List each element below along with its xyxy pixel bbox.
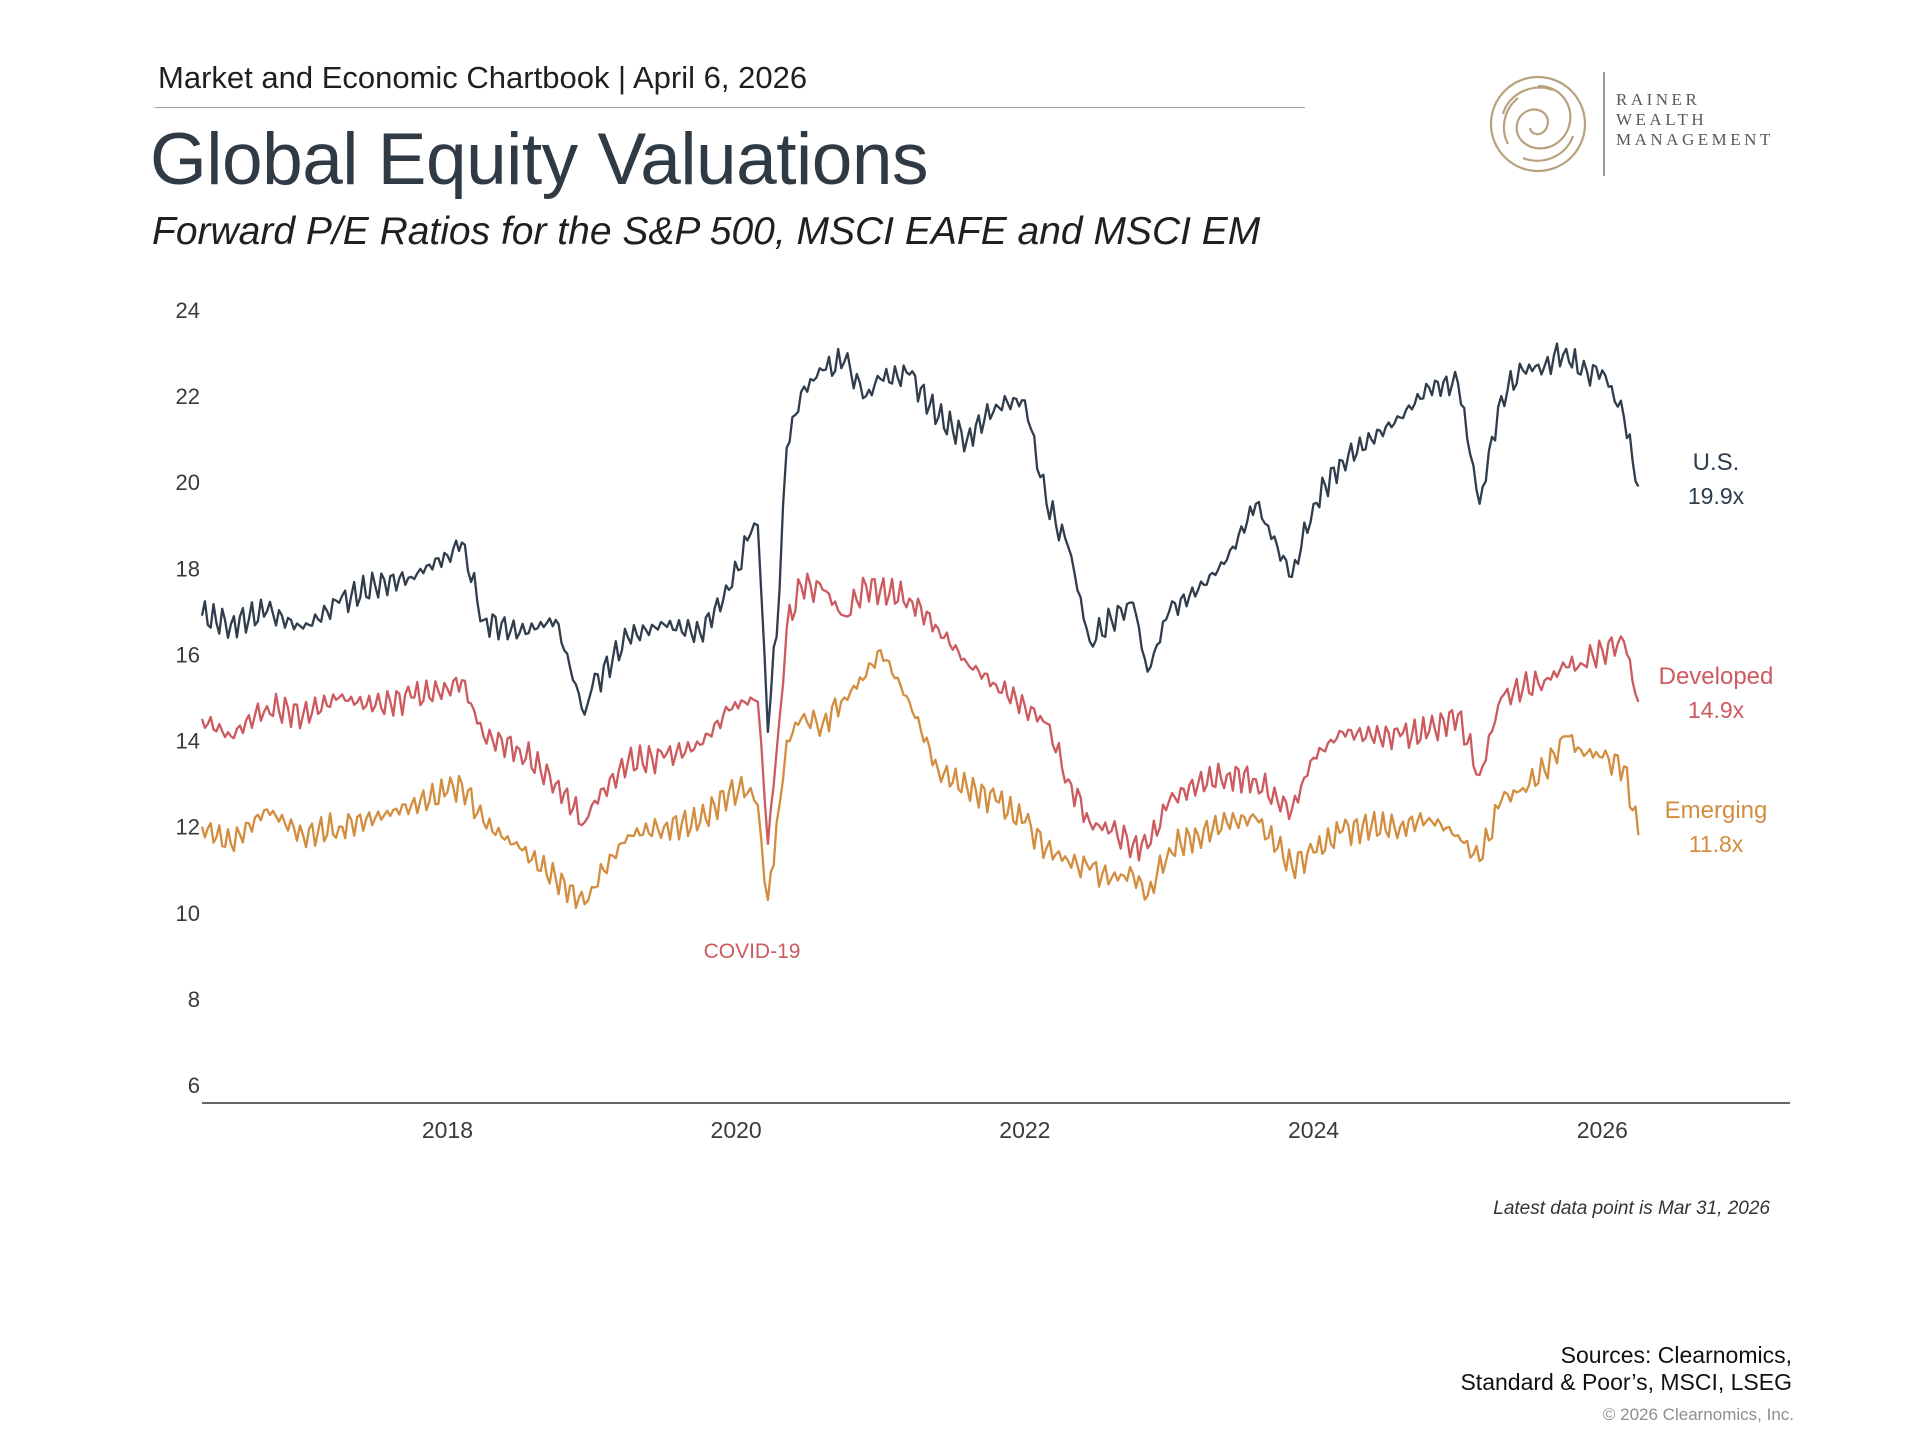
series-line-emerging xyxy=(200,648,1640,910)
y-tick-label: 10 xyxy=(176,901,200,926)
covid-annotation: COVID-19 xyxy=(704,940,801,963)
logo-divider xyxy=(1603,72,1605,176)
series-value-label: 11.8x xyxy=(1689,831,1744,857)
y-axis-ticks: 6 8 10 12 14 16 18 20 22 24 xyxy=(176,298,200,1098)
chartbook-header: Market and Economic Chartbook | April 6,… xyxy=(158,60,808,95)
x-tick-label: 2026 xyxy=(1577,1117,1628,1143)
latest-data-note: Latest data point is Mar 31, 2026 xyxy=(1493,1198,1770,1219)
series-value-label: 14.9x xyxy=(1688,697,1745,723)
sources-line-2: Standard & Poor’s, MSCI, LSEG xyxy=(1460,1369,1792,1395)
series-value-label: 19.9x xyxy=(1688,483,1745,509)
logo-word-3: MANAGEMENT xyxy=(1616,130,1774,149)
y-tick-label: 8 xyxy=(188,987,200,1012)
series-lines xyxy=(200,342,1640,910)
sources-text: Sources: Clearnomics, Standard & Poor’s,… xyxy=(1460,1342,1792,1396)
sources-line-1: Sources: Clearnomics, xyxy=(1560,1342,1792,1368)
series-line-us xyxy=(200,342,1640,734)
y-tick-label: 18 xyxy=(176,556,200,581)
x-tick-label: 2020 xyxy=(711,1117,762,1143)
copyright-text: © 2026 Clearnomics, Inc. xyxy=(1602,1405,1794,1424)
x-axis-ticks: 2018 2020 2022 2024 2026 xyxy=(422,1117,1628,1143)
x-tick-label: 2018 xyxy=(422,1117,473,1143)
logo-word-1: RAINER xyxy=(1616,90,1701,109)
x-tick-label: 2024 xyxy=(1288,1117,1339,1143)
y-tick-label: 20 xyxy=(176,470,200,495)
y-tick-label: 12 xyxy=(176,815,200,840)
series-line-developed xyxy=(200,572,1640,862)
series-end-labels: U.S. 19.9x Developed 14.9x Emerging 11.8x xyxy=(1659,449,1774,857)
series-name-label: Emerging xyxy=(1665,797,1768,824)
y-tick-label: 22 xyxy=(176,384,200,409)
y-tick-label: 24 xyxy=(176,298,200,323)
page-title: Global Equity Valuations xyxy=(150,119,928,200)
series-name-label: U.S. xyxy=(1693,449,1740,476)
y-tick-label: 6 xyxy=(188,1073,200,1098)
page-subtitle: Forward P/E Ratios for the S&P 500, MSCI… xyxy=(152,210,1261,253)
logo-word-2: WEALTH xyxy=(1616,110,1708,129)
company-logo: RAINER WEALTH MANAGEMENT xyxy=(1488,68,1788,183)
y-tick-label: 16 xyxy=(176,642,200,667)
y-tick-label: 14 xyxy=(176,729,200,754)
spiral-logo-icon xyxy=(1489,75,1587,173)
x-tick-label: 2022 xyxy=(999,1117,1050,1143)
series-name-label: Developed xyxy=(1659,663,1774,690)
header-divider xyxy=(155,107,1305,108)
